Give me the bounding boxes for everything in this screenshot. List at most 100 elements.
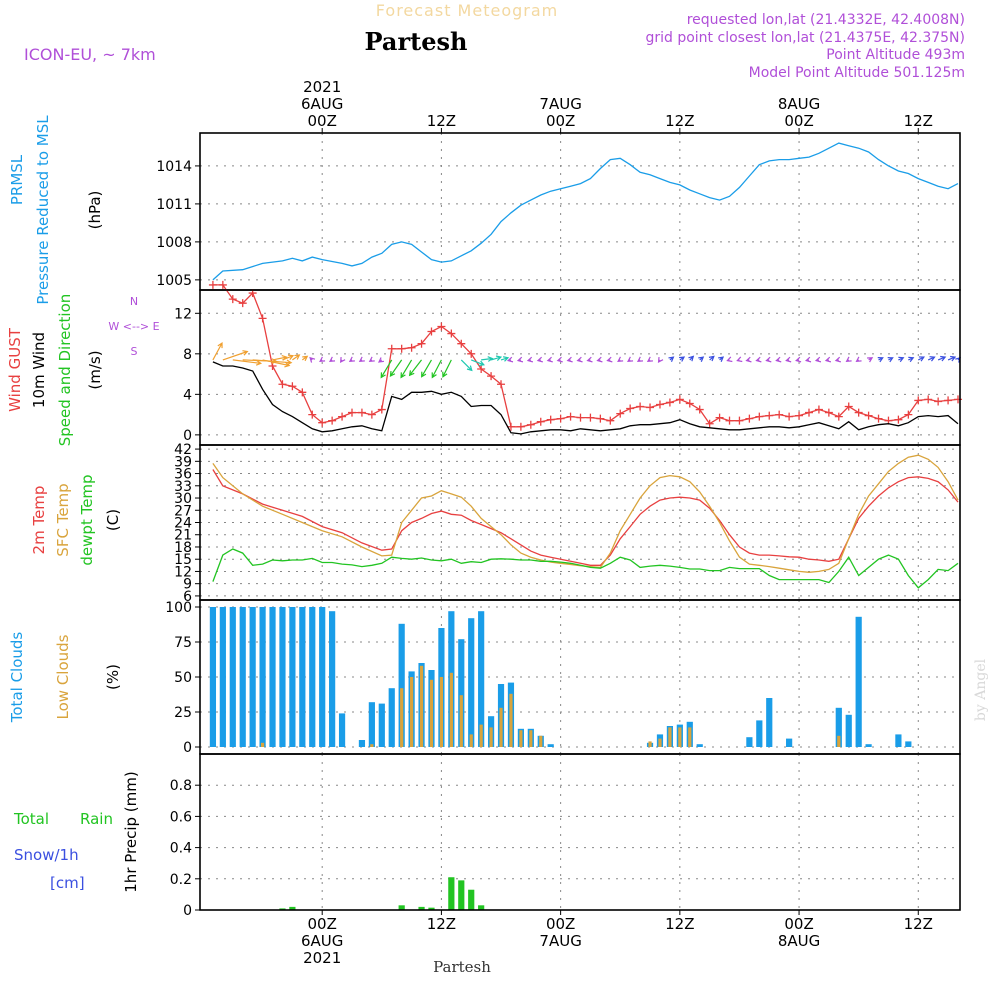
gust-marker (357, 408, 366, 417)
series-line-10m-wind (212, 361, 959, 435)
y-tick-label: 0.6 (170, 809, 192, 825)
wind-direction-arrow (606, 356, 613, 363)
wind-direction-arrow (408, 359, 423, 377)
wind-direction-arrow (668, 356, 675, 362)
gust-marker (477, 365, 486, 374)
bottom-time-label: 12Z (665, 915, 694, 933)
gust-marker (586, 413, 595, 422)
gust-marker (685, 399, 694, 408)
bar-low-clouds (410, 677, 414, 747)
bar-total-clouds (905, 741, 912, 747)
gust-marker (546, 415, 555, 424)
y-tick-label: 75 (174, 635, 192, 651)
wind-direction-arrow (937, 355, 947, 362)
gust-marker (626, 404, 635, 413)
gust-marker (318, 418, 327, 427)
wind-direction-arrow (657, 356, 664, 364)
wind-direction-arrow (646, 356, 653, 362)
wind-direction-arrow (814, 356, 822, 363)
wind-direction-arrow (526, 356, 534, 363)
bottom-time-label: 7AUG (539, 932, 581, 950)
bar-total-clouds (766, 698, 773, 747)
top-time-label: 6AUG (301, 95, 343, 113)
gust-marker (397, 344, 406, 353)
wind-direction-arrow (301, 355, 309, 362)
top-time-label: 8AUG (778, 95, 820, 113)
gust-marker (228, 295, 237, 304)
gust-marker (655, 400, 664, 409)
precip-total-label: Total (13, 810, 49, 828)
wind-direction-arrow (292, 354, 301, 361)
snow-label: Snow/1h (14, 846, 79, 864)
y-tick-label: 30 (174, 491, 192, 507)
series-line-wind-gust (212, 284, 959, 428)
wind-direction-arrow (708, 355, 715, 362)
wind-direction-arrow (718, 356, 725, 362)
bar-total-clouds (468, 618, 475, 747)
top-time-label: 2021 (303, 78, 341, 96)
gust-marker (566, 412, 575, 421)
bar-low-clouds (419, 665, 424, 747)
bar-total-clouds (338, 713, 346, 747)
bar-total-rain (448, 877, 455, 910)
bar-total-clouds (289, 607, 296, 747)
bar-low-clouds (678, 727, 682, 747)
gust-marker (934, 397, 943, 406)
y-tick-label: 27 (174, 503, 192, 519)
wind-direction-arrow (328, 356, 336, 362)
gust-marker (715, 413, 724, 422)
gust-marker (675, 395, 684, 404)
wind-direction-arrow (421, 359, 432, 378)
wind-direction-arrow (636, 356, 644, 362)
wind-direction-arrow (378, 357, 385, 363)
y-tick-label: 9 (183, 577, 192, 593)
y-tick-label: 1011 (156, 197, 192, 213)
gust-marker (596, 414, 605, 423)
wind-direction-arrow (500, 356, 510, 362)
y-tick-label: 0 (183, 740, 192, 756)
panel-label: dewpt Temp (78, 474, 96, 565)
wind-direction-arrow (481, 356, 494, 362)
gust-marker (745, 414, 754, 423)
wind-direction-arrow (867, 357, 874, 363)
y-tick-label: 50 (174, 670, 192, 686)
bar-low-clouds (469, 734, 473, 747)
gust-marker (824, 408, 833, 417)
series-line-dewpt-temp (212, 548, 959, 589)
bar-total-clouds (547, 744, 554, 747)
bar-total-clouds (209, 607, 217, 747)
wind-direction-arrow (908, 356, 915, 363)
panel-frame (199, 753, 961, 911)
bar-low-clouds (509, 693, 513, 747)
gust-marker (208, 280, 217, 289)
panel-label: SFC Temp (54, 483, 72, 556)
panel-label: 10m Wind (30, 332, 48, 408)
bar-low-clouds (260, 742, 265, 747)
wind-direction-arrow (845, 356, 852, 362)
gust-marker (636, 402, 645, 411)
wind-direction-arrow (380, 359, 393, 379)
y-tick-label: 4 (183, 387, 192, 403)
gust-marker (278, 380, 287, 389)
gust-marker (765, 411, 774, 420)
bottom-time-label: 12Z (427, 915, 456, 933)
wind-direction-arrow (506, 356, 514, 363)
wind-direction-arrow (546, 356, 553, 363)
bar-total-rain (418, 906, 425, 910)
bar-total-rain (468, 889, 475, 910)
gust-marker (377, 405, 386, 414)
bottom-time-label: 8AUG (778, 932, 820, 950)
y-tick-label: 0.4 (170, 841, 192, 857)
top-time-label: 7AUG (539, 95, 581, 113)
bar-total-rain (289, 906, 296, 910)
meteogram-panels: 1005100810111014048126912151821242730333… (6, 115, 963, 919)
wind-direction-arrow (745, 356, 752, 363)
gust-marker (755, 412, 764, 421)
gust-marker (258, 314, 267, 323)
compass-north: N (130, 295, 138, 308)
y-tick-label: 39 (174, 454, 192, 470)
bar-total-rain (478, 905, 485, 910)
y-tick-label: 15 (174, 552, 192, 568)
wind-direction-arrow (339, 356, 346, 364)
gust-marker (467, 349, 476, 358)
